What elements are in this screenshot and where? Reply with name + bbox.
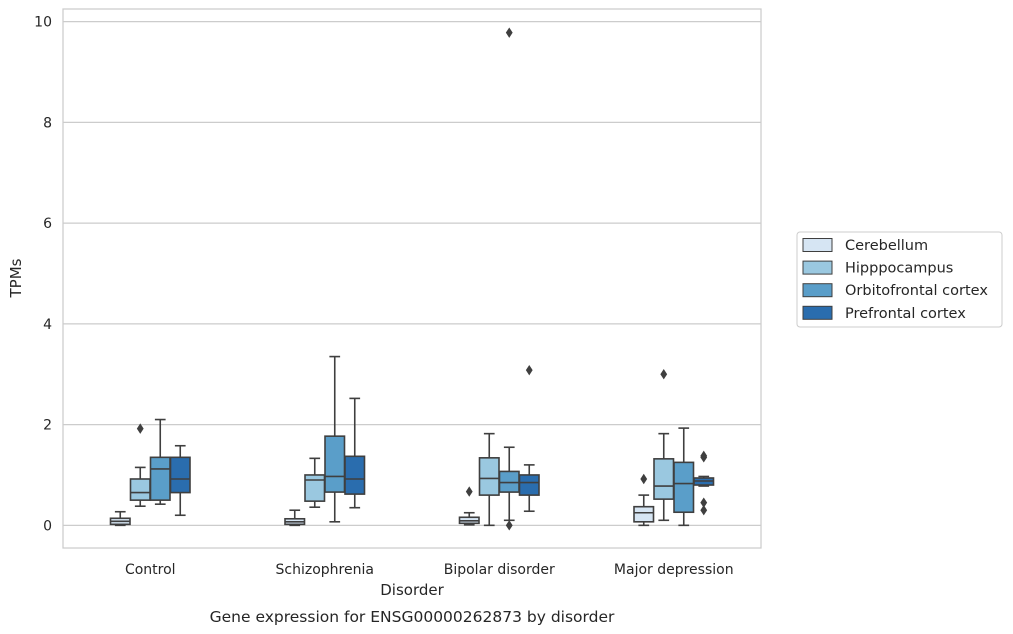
box-iqr: [129, 478, 151, 501]
x-tick-label: Major depression: [614, 562, 734, 578]
box-iqr: [518, 474, 540, 496]
legend: Cerebellum Hipppocampus Orbitofrontal cort…: [796, 231, 1003, 328]
box-prefrontal-cortex: [344, 397, 366, 509]
box-cerebellum: [109, 510, 131, 527]
outlier-point: [700, 505, 708, 516]
box-iqr: [673, 461, 695, 514]
legend-swatch: [802, 260, 833, 275]
legend-label: Prefrontal cortex: [845, 306, 966, 322]
box-cerebellum: [458, 486, 480, 526]
y-tick-label: 0: [43, 518, 52, 534]
x-tick-label: Bipolar disorder: [444, 562, 555, 578]
box-iqr: [653, 458, 675, 500]
legend-label: Hipppocampus: [845, 261, 953, 277]
y-tick-label: 4: [43, 317, 52, 333]
y-tick-label: 2: [43, 418, 52, 434]
legend-swatch: [802, 283, 833, 298]
legend-label: Orbitofrontal cortex: [845, 283, 988, 299]
x-tick-label: Control: [125, 562, 176, 578]
outlier-point: [136, 423, 144, 434]
outlier-point: [700, 497, 708, 508]
legend-label: Cerebellum: [845, 238, 928, 254]
box-hipppocampus: [304, 457, 326, 508]
legend-items: Cerebellum Hipppocampus Orbitofrontal cort…: [802, 238, 988, 322]
box-hipppocampus: [653, 369, 675, 522]
outlier-point: [525, 364, 533, 376]
box-hipppocampus: [129, 423, 151, 507]
x-axis-label: Disorder: [380, 581, 444, 599]
box-iqr: [149, 456, 171, 501]
box-prefrontal-cortex: [518, 364, 540, 513]
box-prefrontal-cortex: [693, 450, 715, 516]
box-orbitofrontal-cortex: [673, 427, 695, 527]
x-axis: Control Schizophrenia Bipolar disorder Majo…: [125, 562, 734, 578]
box-orbitofrontal-cortex: [324, 355, 346, 523]
box-hipppocampus: [478, 432, 500, 527]
box-iqr: [324, 435, 346, 493]
chart-caption: Gene expression for ENSG00000262873 by d…: [210, 608, 615, 626]
box-iqr: [169, 456, 191, 494]
outlier-point: [700, 450, 708, 462]
outlier-point: [465, 486, 473, 497]
legend-swatch: [802, 305, 833, 320]
outlier-point: [660, 369, 668, 380]
box-iqr: [478, 457, 500, 496]
box-cerebellum: [633, 473, 655, 527]
box-iqr: [304, 474, 326, 502]
plot-frame: [62, 8, 762, 549]
outlier-point: [640, 473, 648, 485]
box-cerebellum: [284, 509, 306, 527]
y-tick-label: 10: [34, 15, 52, 31]
y-tick-label: 6: [43, 216, 52, 232]
y-tick-label: 8: [43, 115, 52, 131]
y-axis: 0 2 4 6 8 10: [34, 15, 52, 535]
y-axis-label: TPMs: [7, 258, 25, 298]
box-iqr: [633, 505, 655, 523]
grid-lines: [63, 20, 761, 526]
box-orbitofrontal-cortex: [498, 27, 520, 531]
outlier-point: [505, 520, 513, 531]
legend-swatch: [802, 238, 833, 252]
outlier-point: [505, 27, 513, 38]
x-tick-label: Schizophrenia: [276, 562, 374, 578]
plot-area: [109, 27, 715, 531]
box-prefrontal-cortex: [169, 444, 191, 517]
box-iqr: [344, 455, 366, 495]
legend-frame: [796, 231, 1003, 328]
box-orbitofrontal-cortex: [149, 418, 171, 505]
